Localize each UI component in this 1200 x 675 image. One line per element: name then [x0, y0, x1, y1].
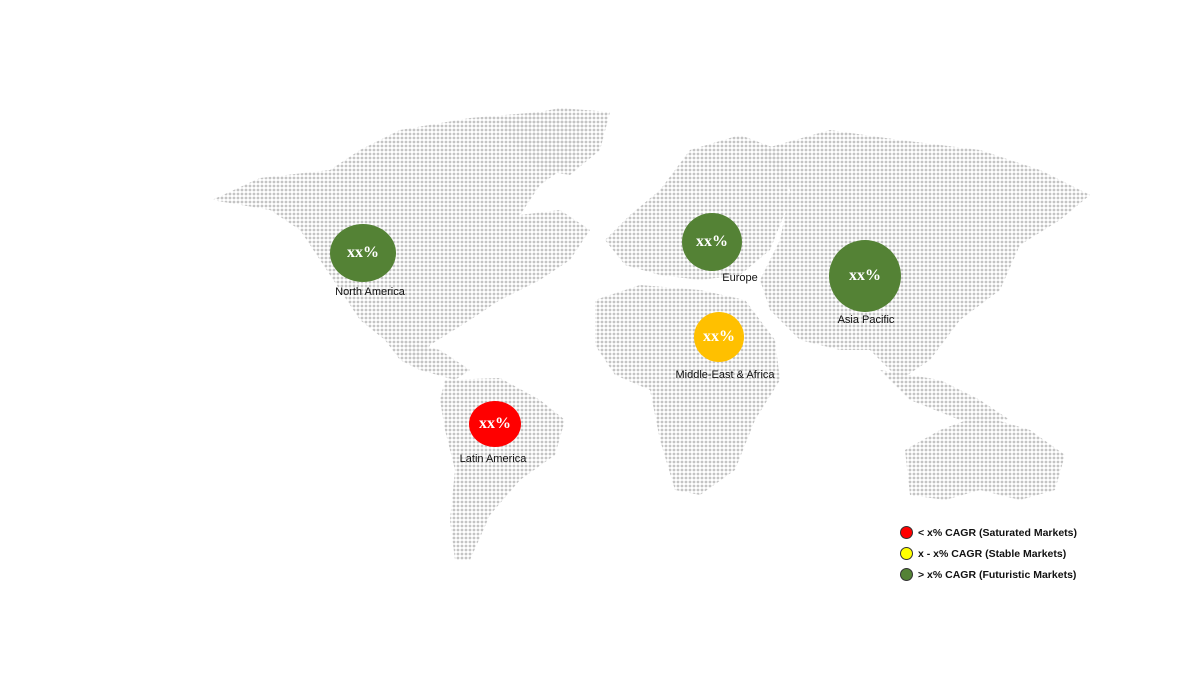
landmass-asia — [760, 130, 1090, 380]
region-label-latin-america: Latin America — [459, 453, 527, 465]
landmass-north-america — [212, 112, 590, 370]
region-label-middle-east-africa: Middle-East & Africa — [675, 369, 775, 381]
landmass-central-america — [400, 340, 470, 380]
yellow-dot-icon — [900, 547, 913, 560]
bubble-europe: xx% — [682, 213, 742, 271]
red-dot-icon — [900, 526, 913, 539]
bubble-latin-america: xx% — [469, 401, 521, 447]
bubble-asia-pacific: xx% — [829, 240, 901, 312]
cagr-value: xx% — [479, 415, 511, 432]
legend-item-saturated: < x% CAGR (Saturated Markets) — [900, 522, 1077, 543]
region-label-europe: Europe — [722, 272, 758, 284]
cagr-value: xx% — [347, 244, 379, 261]
legend-item-futuristic: > x% CAGR (Futuristic Markets) — [900, 564, 1077, 585]
cagr-value: xx% — [696, 233, 728, 250]
green-dot-icon — [900, 568, 913, 581]
legend-item-stable: x - x% CAGR (Stable Markets) — [900, 543, 1077, 564]
landmass-greenland — [500, 108, 610, 175]
cagr-value: xx% — [849, 267, 881, 284]
legend: < x% CAGR (Saturated Markets) x - x% CAG… — [900, 522, 1077, 585]
landmass-africa — [595, 285, 780, 495]
bubble-middle-east-africa: xx% — [694, 312, 744, 362]
region-label-north-america: North America — [335, 286, 405, 298]
landmass-europe — [605, 135, 790, 280]
cagr-value: xx% — [703, 328, 735, 345]
bubble-north-america: xx% — [330, 224, 396, 282]
landmass-southeast-asia — [880, 370, 1010, 420]
region-label-asia-pacific: Asia Pacific — [837, 314, 895, 326]
landmass-australia — [905, 415, 1065, 500]
